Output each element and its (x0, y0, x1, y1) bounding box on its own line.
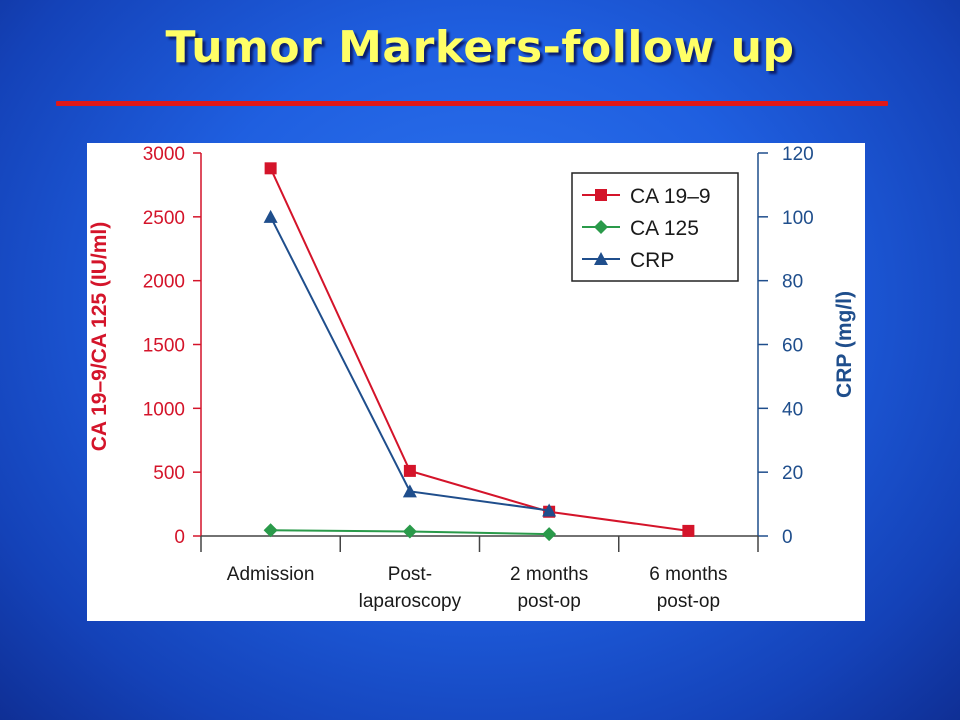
right-tick-label: 0 (782, 527, 793, 548)
legend-item: CRP (582, 249, 674, 272)
left-tick-label: 1500 (143, 336, 185, 357)
chart-svg: 0 500 1000 1500 2000 2500 3000 0 20 40 60 80 100 120 A… (88, 144, 856, 612)
data-point (402, 524, 417, 539)
left-tick-label: 0 (174, 527, 185, 548)
x-tick-label: 2 months (510, 564, 588, 585)
legend-marker (595, 189, 607, 201)
data-point (264, 162, 277, 175)
data-point (542, 503, 557, 517)
x-tick-label: post-op (657, 591, 720, 612)
x-tick-label: 6 months (649, 564, 727, 585)
data-point (403, 464, 416, 477)
legend-item: CA 19–9 (582, 185, 711, 208)
x-tick-label: post-op (517, 591, 580, 612)
right-axis-title: CRP (mg/l) (833, 291, 856, 398)
right-tick-label: 120 (782, 144, 814, 165)
left-tick-label: 2500 (143, 208, 185, 229)
data-point (402, 484, 417, 498)
series-crp (263, 209, 557, 517)
left-tick-label: 3000 (143, 144, 185, 165)
x-tick-label: Admission (227, 564, 315, 585)
legend-marker (594, 252, 608, 265)
x-tick-label: Post- (388, 564, 432, 585)
legend-marker (594, 220, 608, 234)
left-tick-label: 1000 (143, 399, 185, 420)
left-tick-label: 500 (153, 463, 185, 484)
title-underline (56, 101, 888, 106)
data-point (263, 209, 278, 223)
left-axis-title: CA 19–9/CA 125 (IU/ml) (88, 222, 111, 452)
chart-axes: 0 500 1000 1500 2000 2500 3000 0 20 40 60 80 100 120 A… (88, 144, 856, 612)
chart-legend: CA 19–9 CA 125 CRP (571, 172, 739, 282)
left-tick-label: 2000 (143, 272, 185, 293)
legend-label: CA 19–9 (630, 185, 711, 208)
right-tick-label: 60 (782, 336, 803, 357)
data-point (682, 524, 695, 537)
right-tick-label: 80 (782, 272, 803, 293)
right-tick-label: 100 (782, 208, 814, 229)
data-point (542, 527, 557, 542)
series-line (269, 167, 689, 532)
chart-series (263, 162, 695, 542)
legend-label: CRP (630, 249, 674, 272)
series-ca-125 (263, 523, 557, 542)
legend-item: CA 125 (582, 217, 699, 240)
data-point (263, 523, 278, 538)
right-tick-label: 40 (782, 399, 803, 420)
x-tick-label: laparoscopy (359, 591, 462, 612)
legend-label: CA 125 (630, 217, 699, 240)
chart-panel: 0 500 1000 1500 2000 2500 3000 0 20 40 60 80 100 120 A… (87, 143, 865, 621)
right-tick-label: 20 (782, 463, 803, 484)
slide-title: Tumor Markers-follow up (165, 22, 795, 73)
